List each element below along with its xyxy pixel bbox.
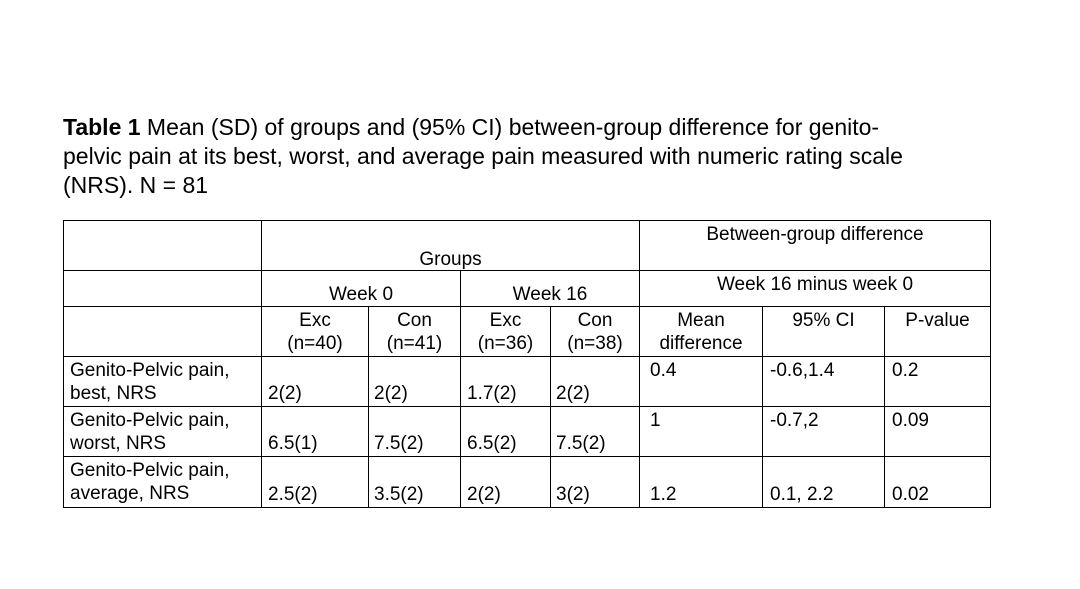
header-week16-exc: Exc (n=36) (461, 309, 550, 355)
cell-week16-con: 3(2) (556, 484, 590, 505)
caption-line-1: Table 1 Mean (SD) of groups and (95% CI)… (63, 113, 1023, 142)
row-label-line2: worst, NRS (70, 433, 167, 454)
header-week16-con: Con (n=38) (551, 309, 639, 355)
cell-week16-con: 2(2) (556, 383, 590, 404)
table-rule-header-3 (63, 356, 991, 357)
table-rule-row-1 (63, 406, 991, 407)
header-mean-difference-line2: difference (659, 333, 743, 354)
header-week16-exc-line1: Exc (489, 310, 522, 331)
cell-p-value: 0.02 (892, 484, 929, 505)
header-95-ci: 95% CI (792, 310, 855, 331)
row-label: Genito-Pelvic pain, best, NRS (70, 359, 229, 405)
row-label: Genito-Pelvic pain, worst, NRS (70, 409, 229, 455)
table-rule-col-5 (639, 220, 640, 508)
row-label-line1: Genito-Pelvic pain, (70, 360, 230, 381)
cell-95-ci: 0.1, 2.2 (770, 484, 834, 505)
header-week-16: Week 16 (512, 284, 588, 305)
header-p-value: P-value (905, 310, 970, 331)
caption-line-1-text: Mean (SD) of groups and (95% CI) between… (140, 114, 880, 140)
header-week0-con-line1: Con (397, 310, 432, 331)
table-rule-col-6 (762, 306, 763, 508)
cell-week16-exc: 6.5(2) (467, 433, 517, 454)
cell-week16-exc: 2(2) (467, 484, 501, 505)
table-rule-col-1 (261, 220, 262, 508)
cell-p-value: 0.09 (892, 410, 929, 431)
table-rule-col-7 (884, 306, 885, 508)
cell-week0-con: 7.5(2) (374, 433, 424, 454)
cell-95-ci: -0.6,1.4 (770, 360, 835, 381)
results-table: Groups Between-group difference Week 0 W… (63, 220, 991, 508)
cell-week0-exc: 2.5(2) (268, 484, 318, 505)
header-week0-exc: Exc (n=40) (262, 309, 368, 355)
row-label: Genito-Pelvic pain, average, NRS (70, 459, 229, 505)
caption-line-3: (NRS). N = 81 (63, 172, 209, 198)
cell-mean-difference: 1.2 (650, 484, 677, 505)
table-rule-col-4 (550, 306, 551, 508)
table-border-bottom (63, 507, 991, 508)
table-rule-header-2 (63, 306, 991, 307)
row-label-line1: Genito-Pelvic pain, (70, 410, 230, 431)
header-week16-con-line1: Con (577, 310, 613, 331)
row-label-line2: average, NRS (70, 483, 190, 504)
cell-week0-con: 2(2) (374, 383, 408, 404)
header-week-16-minus-week-0: Week 16 minus week 0 (716, 274, 914, 295)
cell-week0-con: 3.5(2) (374, 484, 424, 505)
header-week0-con: Con (n=41) (369, 309, 460, 355)
header-week0-exc-line1: Exc (299, 310, 331, 331)
caption-label: Table 1 (63, 114, 141, 140)
header-mean-difference: Mean difference (640, 309, 762, 355)
table-border-left (63, 220, 64, 508)
header-week16-exc-line2: (n=36) (477, 333, 534, 354)
cell-p-value: 0.2 (892, 360, 919, 381)
cell-week16-exc: 1.7(2) (467, 383, 517, 404)
cell-mean-difference: 1 (650, 410, 661, 431)
header-week0-exc-line2: (n=40) (287, 333, 343, 354)
header-week-0: Week 0 (328, 284, 394, 305)
caption-line-2: pelvic pain at its best, worst, and aver… (63, 143, 903, 169)
cell-95-ci: -0.7,2 (770, 410, 819, 431)
header-week16-con-line2: (n=38) (567, 333, 623, 354)
header-between-group-difference: Between-group difference (706, 224, 924, 245)
cell-week16-con: 7.5(2) (556, 433, 606, 454)
header-week0-con-line2: (n=41) (386, 333, 443, 354)
header-mean-difference-line1: Mean (677, 310, 725, 331)
cell-week0-exc: 2(2) (268, 383, 302, 404)
table-caption: Table 1 Mean (SD) of groups and (95% CI)… (63, 113, 1023, 200)
cell-week0-exc: 6.5(1) (268, 433, 318, 454)
table-rule-col-2 (368, 306, 369, 508)
row-label-line2: best, NRS (70, 383, 157, 404)
row-label-line1: Genito-Pelvic pain, (70, 460, 230, 481)
table-rule-col-3 (460, 270, 461, 508)
header-groups: Groups (419, 249, 482, 270)
table-rule-row-2 (63, 456, 991, 457)
table-rule-header-1 (63, 270, 991, 271)
table-border-top (63, 220, 991, 221)
cell-mean-difference: 0.4 (650, 360, 677, 381)
table-border-right (990, 220, 991, 508)
